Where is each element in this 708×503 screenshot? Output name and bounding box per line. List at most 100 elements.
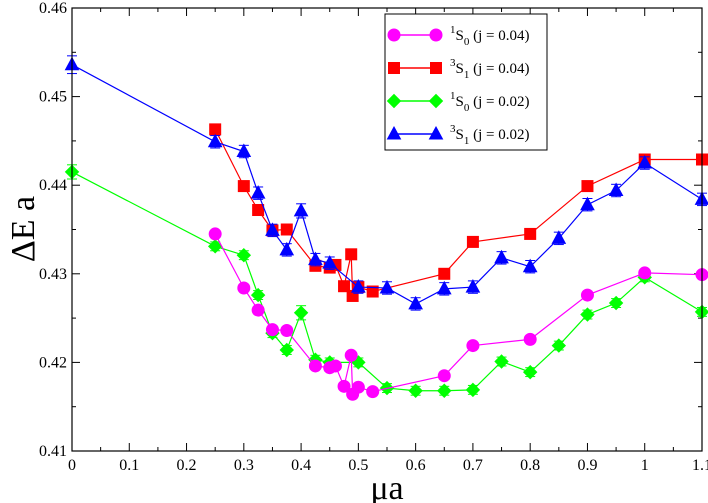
y-tick-label: 0.42 xyxy=(39,354,67,371)
x-tick-label: 1 xyxy=(641,457,649,474)
data-point-diamond xyxy=(494,354,509,369)
y-tick-label: 0.44 xyxy=(39,177,67,194)
series-s2 xyxy=(209,123,708,302)
data-point-circle xyxy=(351,380,365,394)
data-point-triangle xyxy=(551,230,567,244)
x-tick-label: 0.2 xyxy=(177,457,197,474)
legend-spin: S xyxy=(456,94,464,110)
legend-label: 3S1 (j = 0.02) xyxy=(450,123,529,147)
data-point-diamond xyxy=(386,93,402,109)
x-axis-title: μa xyxy=(370,470,403,503)
data-point-diamond xyxy=(408,383,423,398)
data-point-circle xyxy=(344,348,358,362)
data-point-circle xyxy=(208,227,222,241)
legend-j-value: (j = 0.04) xyxy=(469,28,529,44)
data-point-square xyxy=(237,180,250,193)
data-point-circle xyxy=(328,359,342,373)
data-point-triangle xyxy=(250,185,266,199)
data-point-diamond xyxy=(522,364,538,380)
data-point-diamond xyxy=(250,287,266,303)
data-point-circle xyxy=(387,28,401,42)
data-point-triangle xyxy=(522,258,538,273)
data-point-triangle xyxy=(386,125,402,140)
data-point-circle xyxy=(638,266,652,280)
legend-entry-s2: 3S1 (j = 0.04) xyxy=(388,57,529,81)
legend-entry-s3: 1S0 (j = 0.02) xyxy=(386,90,529,114)
data-point-triangle xyxy=(494,249,509,264)
legend-spin: S xyxy=(456,28,464,44)
legend-subscript: 1 xyxy=(464,69,470,81)
data-point-triangle xyxy=(308,251,323,266)
series-layer xyxy=(64,55,708,401)
data-point-diamond xyxy=(236,247,252,263)
data-point-triangle xyxy=(379,279,395,294)
legend-subscript: 0 xyxy=(464,102,470,114)
x-tick-label: 1.1 xyxy=(692,457,708,474)
data-point-triangle xyxy=(322,255,338,269)
data-point-square xyxy=(466,235,479,248)
legend-label: 1S0 (j = 0.04) xyxy=(450,24,529,48)
data-point-diamond xyxy=(293,305,309,320)
data-point-triangle xyxy=(465,279,481,293)
data-point-circle xyxy=(251,303,265,317)
data-point-square xyxy=(338,280,351,293)
legend-spin: S xyxy=(456,127,464,143)
data-point-triangle xyxy=(428,125,444,140)
data-point-triangle xyxy=(608,182,624,197)
data-point-triangle xyxy=(436,280,452,295)
plot-frame xyxy=(71,7,703,452)
data-point-square xyxy=(430,62,442,74)
legend-multiplicity: 3 xyxy=(450,123,456,135)
legend-multiplicity: 1 xyxy=(450,90,456,102)
x-tick-label: 0.9 xyxy=(577,457,597,474)
data-point-circle xyxy=(308,359,322,373)
data-point-triangle xyxy=(351,279,366,293)
data-point-triangle xyxy=(293,202,309,217)
series-s1 xyxy=(208,227,708,401)
legend-j-value: (j = 0.02) xyxy=(469,127,529,143)
data-point-circle xyxy=(429,28,443,42)
legend: 1S0 (j = 0.04)3S1 (j = 0.04)1S0 (j = 0.0… xyxy=(384,13,548,151)
data-point-triangle xyxy=(265,222,280,236)
data-point-square xyxy=(524,227,537,240)
data-point-circle xyxy=(466,339,480,353)
data-point-square xyxy=(345,248,358,261)
y-tick-label: 0.45 xyxy=(39,89,67,106)
legend-j-value: (j = 0.02) xyxy=(469,94,529,110)
x-tick-label: 0.6 xyxy=(406,457,426,474)
data-point-circle xyxy=(237,281,251,295)
data-point-diamond xyxy=(580,307,595,322)
x-tick-label: 0.8 xyxy=(520,457,540,474)
x-tick-label: 0.1 xyxy=(119,457,139,474)
legend-spin: S xyxy=(456,61,464,77)
data-point-square xyxy=(252,204,265,217)
legend-label: 1S0 (j = 0.02) xyxy=(450,90,529,114)
data-point-circle xyxy=(337,379,351,393)
legend-multiplicity: 1 xyxy=(450,24,456,36)
data-point-diamond xyxy=(428,93,444,109)
data-point-square xyxy=(438,267,451,280)
y-tick-label: 0.41 xyxy=(39,443,67,460)
data-point-triangle xyxy=(408,295,423,310)
x-tick-label: 0.7 xyxy=(463,457,483,474)
data-point-circle xyxy=(580,288,594,302)
data-point-square xyxy=(581,180,594,193)
data-point-diamond xyxy=(551,338,567,353)
tick-labels: 0 0.1 0.2 0.3 0.4 0.5 0.6 0.7 0.8 0.9 1 1.1 0.41 0.42… xyxy=(39,0,708,474)
data-point-triangle xyxy=(580,196,595,211)
legend-entry-s1: 1S0 (j = 0.04) xyxy=(387,24,529,48)
legend-entry-s4: 3S1 (j = 0.02) xyxy=(386,123,529,147)
legend-subscript: 0 xyxy=(464,36,470,48)
x-tick-label: 0.5 xyxy=(348,457,368,474)
data-point-square xyxy=(209,123,222,136)
data-point-square xyxy=(388,62,400,74)
legend-j-value: (j = 0.04) xyxy=(469,61,529,77)
data-point-diamond xyxy=(437,383,452,398)
series-line xyxy=(214,129,702,298)
data-point-circle xyxy=(523,332,537,346)
data-point-triangle xyxy=(637,155,653,169)
x-tick-label: 0.3 xyxy=(234,457,254,474)
data-point-triangle xyxy=(207,133,223,148)
data-point-diamond xyxy=(207,239,223,254)
